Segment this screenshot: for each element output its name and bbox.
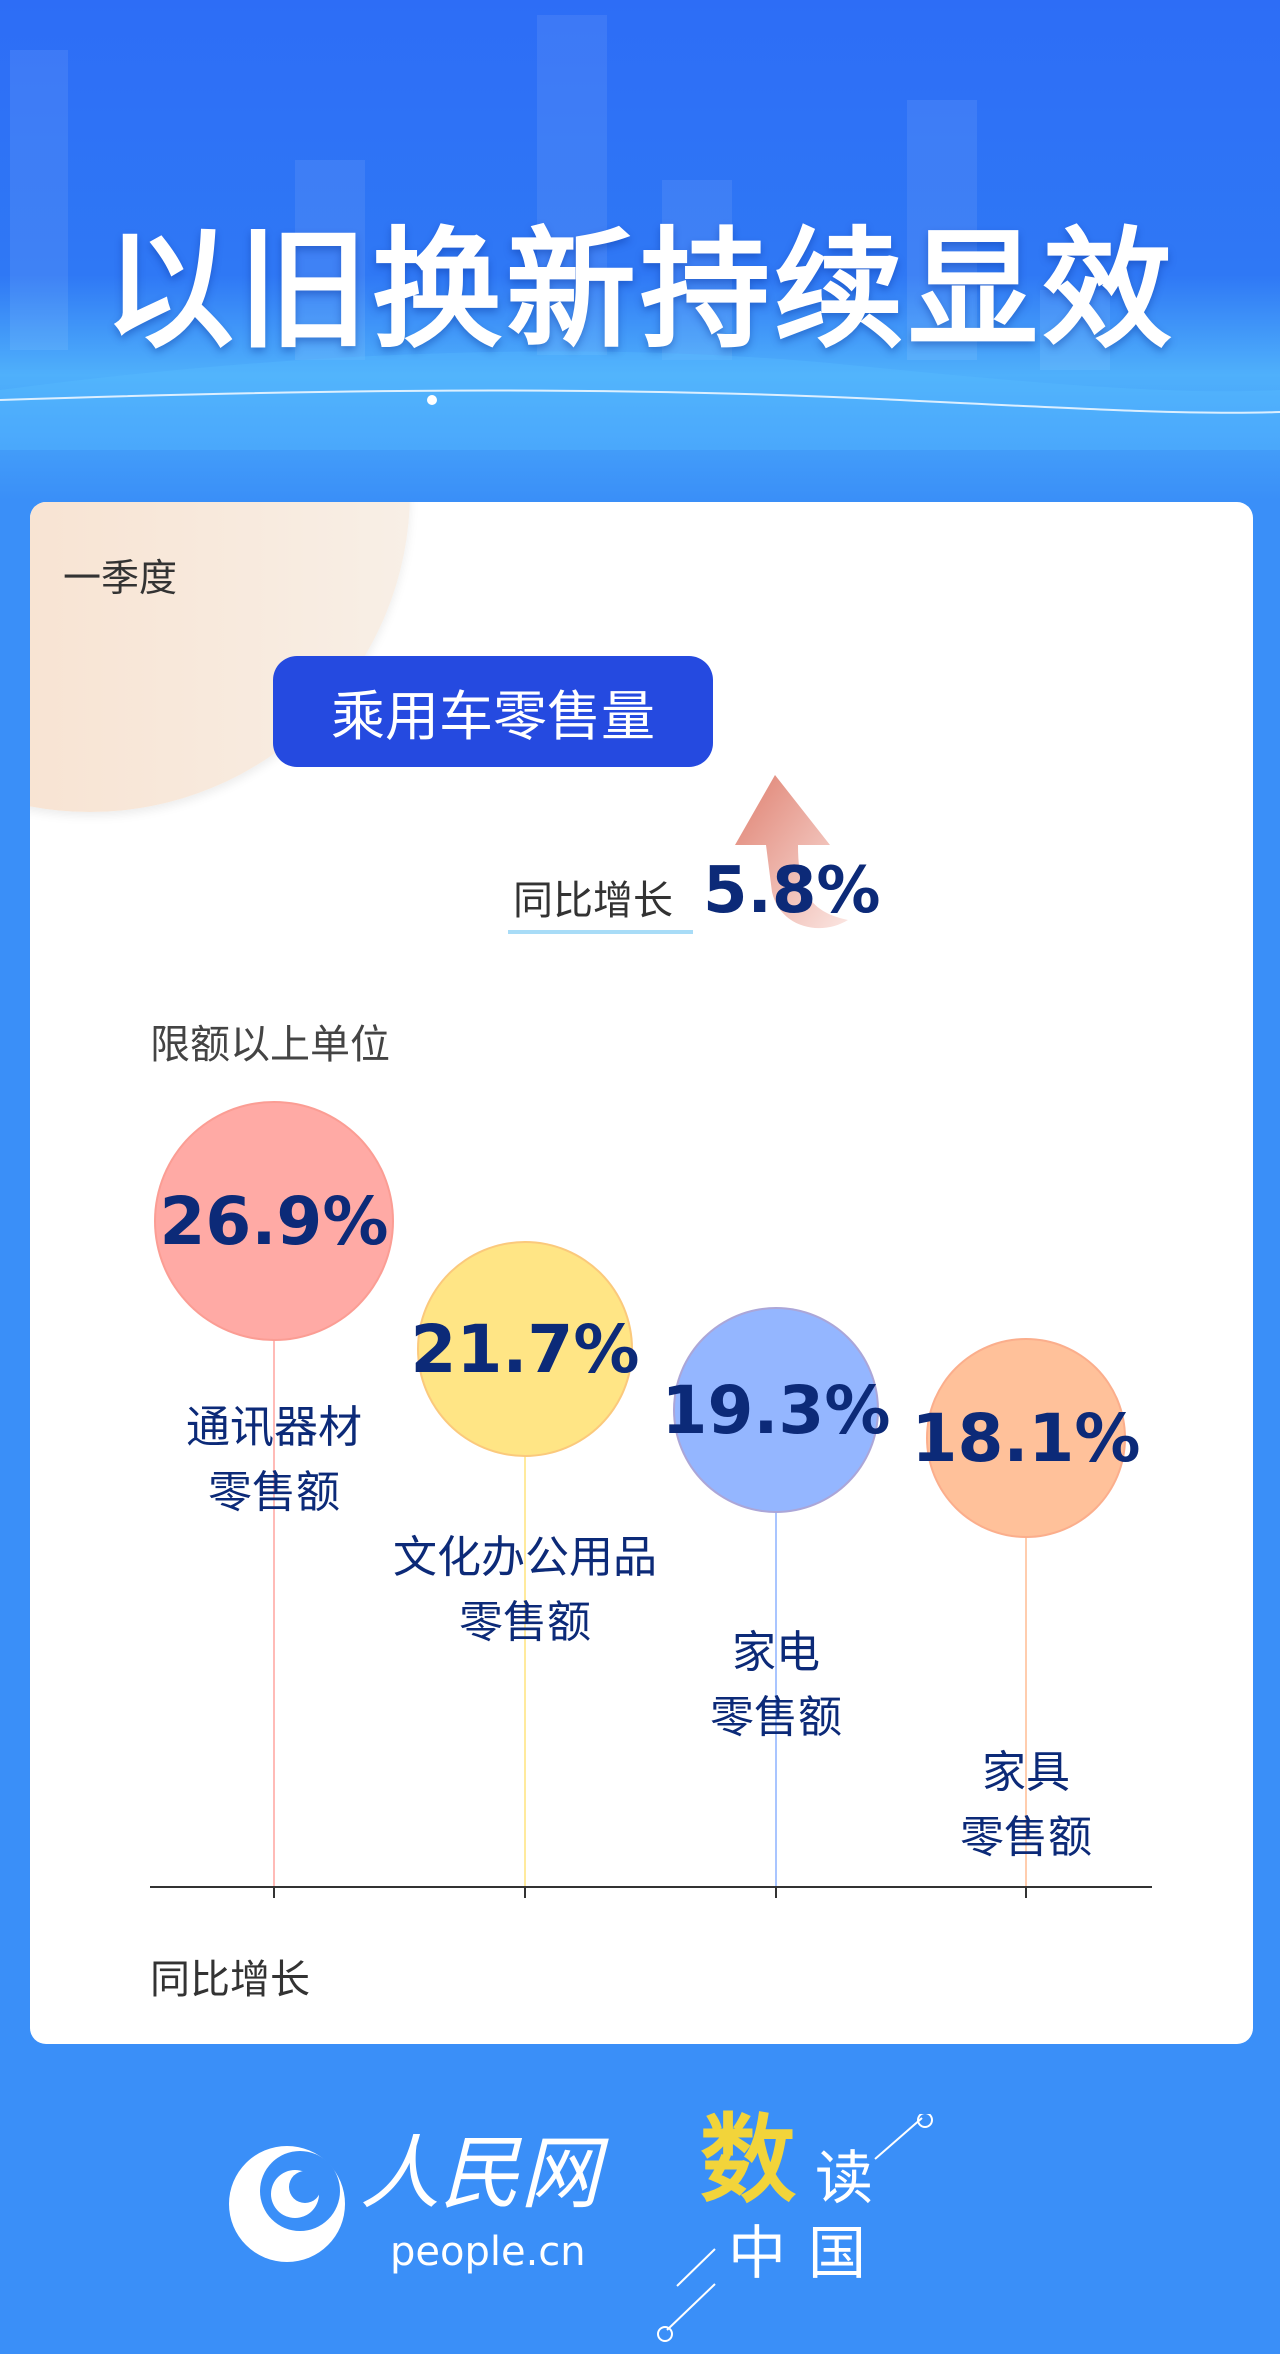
item-name: 家具	[982, 1747, 1070, 1798]
item-value: 18.1%	[911, 1399, 1141, 1477]
item-metric: 零售额	[710, 1692, 842, 1743]
item-label: 通讯器材 零售额	[186, 1395, 362, 1525]
people-cn-logo-icon	[229, 2146, 345, 2262]
item-stem	[1025, 1438, 1027, 1886]
item-stem	[524, 1349, 526, 1886]
item-metric: 零售额	[960, 1812, 1092, 1863]
decor-bar	[10, 50, 68, 350]
item-metric: 零售额	[459, 1597, 591, 1648]
item-value: 21.7%	[410, 1310, 640, 1388]
item-name: 通讯器材	[186, 1402, 362, 1453]
decor-bar	[295, 160, 365, 360]
brand-char-4: 国	[808, 2219, 867, 2287]
axis-tick	[1025, 1888, 1027, 1898]
decor-bar	[537, 15, 607, 355]
arrow-up-icon	[735, 775, 848, 929]
item-name: 家电	[732, 1627, 820, 1678]
axis-tick	[524, 1888, 526, 1898]
item-bubble: 21.7%	[411, 1241, 640, 1457]
item-label: 家电 零售额	[710, 1620, 842, 1750]
brand-line-decoration	[657, 2114, 933, 2342]
brand-char-2: 读	[815, 2144, 874, 2212]
axis-label: 同比增长	[150, 1957, 310, 2003]
item-value: 19.3%	[661, 1371, 891, 1449]
x-axis-line	[150, 1886, 1152, 1888]
header-banner: 以旧换新持续显效	[0, 0, 1280, 500]
logo-text: 人民网	[360, 2127, 600, 2220]
item-metric: 零售额	[208, 1467, 340, 1518]
underline-decoration	[508, 930, 693, 934]
item-stem	[775, 1410, 777, 1886]
period-label: 一季度	[63, 556, 178, 600]
highlight-yoy-label: 同比增长	[513, 878, 673, 924]
item-bubble: 26.9%	[154, 1101, 394, 1341]
brand-char-3: 中	[728, 2219, 787, 2287]
footer: 人民网 people.cn 数 读 中 国	[0, 2044, 1280, 2354]
brand-char-1: 数	[700, 2103, 796, 2216]
content-card: 一季度 乘用车零售量 同比增长 5.8% 限额以上单位 26.9% 通讯器材零售…	[30, 502, 1253, 2044]
page-title: 以旧换新持续显效	[103, 214, 1176, 366]
item-bubble: 18.1%	[912, 1338, 1141, 1538]
decor-bar	[907, 100, 977, 360]
item-value: 26.9%	[159, 1182, 389, 1260]
axis-tick	[273, 1888, 275, 1898]
item-stem	[273, 1221, 275, 1886]
highlight-label: 乘用车零售量	[273, 656, 713, 767]
item-label: 文化办公用品 零售额	[393, 1525, 657, 1655]
section-label: 限额以上单位	[150, 1022, 390, 1068]
item-bubble: 19.3%	[662, 1307, 891, 1513]
logo-domain: people.cn	[390, 2229, 586, 2275]
item-label: 家具 零售额	[960, 1740, 1092, 1870]
item-name: 文化办公用品	[393, 1532, 657, 1583]
decor-bar	[1040, 290, 1110, 370]
wave-decoration	[0, 351, 1280, 450]
axis-tick	[775, 1888, 777, 1898]
highlight-value: 5.8%	[703, 854, 881, 928]
decor-bar	[662, 180, 732, 360]
